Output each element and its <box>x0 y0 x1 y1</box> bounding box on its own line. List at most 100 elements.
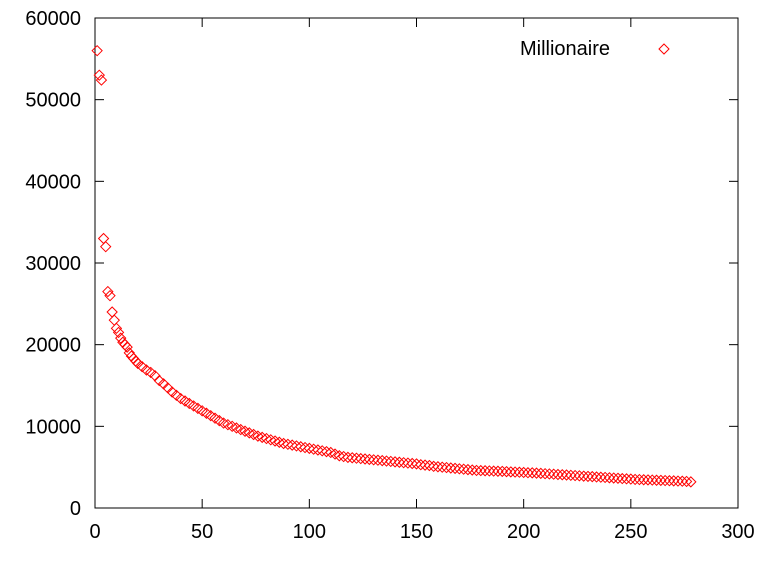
data-point <box>376 454 388 467</box>
data-point <box>663 475 676 487</box>
data-point <box>110 322 123 335</box>
data-point <box>565 469 577 482</box>
data-point <box>295 441 307 453</box>
data-point <box>569 469 581 482</box>
data-point <box>402 457 414 469</box>
data-point <box>445 462 457 474</box>
data-point <box>333 450 346 462</box>
data-point <box>423 459 436 472</box>
data-point <box>95 74 108 86</box>
data-point <box>108 314 120 326</box>
data-point <box>307 443 320 455</box>
data-point <box>226 420 238 433</box>
data-point <box>646 474 658 486</box>
data-point <box>350 452 363 464</box>
data-point <box>500 465 513 478</box>
data-point <box>612 472 624 484</box>
data-point <box>91 44 103 57</box>
data-point <box>312 444 324 456</box>
data-point <box>483 465 496 477</box>
data-point <box>685 476 697 488</box>
data-point <box>509 466 521 478</box>
data-point <box>659 474 671 487</box>
data-point <box>239 425 251 437</box>
data-point <box>637 474 650 486</box>
data-point <box>337 450 350 463</box>
data-point <box>479 465 491 477</box>
data-point <box>243 427 256 439</box>
legend-marker <box>658 43 670 55</box>
data-point <box>286 439 298 451</box>
data-point <box>389 456 401 468</box>
data-point <box>132 357 144 370</box>
data-point <box>316 445 328 457</box>
y-tick-label: 50000 <box>25 90 81 112</box>
data-point <box>676 475 688 487</box>
data-point <box>303 442 316 455</box>
data-point <box>329 448 341 460</box>
data-point <box>372 454 384 466</box>
y-tick-label: 40000 <box>25 171 81 193</box>
data-point <box>522 467 534 479</box>
x-tick-label: 150 <box>400 521 433 543</box>
data-point <box>427 460 440 473</box>
data-point <box>252 430 264 442</box>
data-point <box>230 422 243 434</box>
x-tick-label: 0 <box>89 521 100 543</box>
data-point <box>642 474 654 486</box>
data-point <box>325 446 337 459</box>
data-point <box>582 470 594 483</box>
data-point <box>104 289 116 302</box>
data-point <box>406 457 418 470</box>
data-point <box>436 461 448 473</box>
y-tick-label: 30000 <box>25 253 81 275</box>
data-point <box>655 474 667 487</box>
data-point <box>166 386 178 398</box>
data-point <box>577 470 590 482</box>
data-point <box>603 472 616 484</box>
data-point <box>517 466 530 479</box>
data-point <box>222 418 234 431</box>
data-point <box>590 471 603 483</box>
data-point <box>260 432 273 445</box>
data-point <box>265 434 277 446</box>
data-point <box>121 341 133 353</box>
data-point <box>367 454 380 466</box>
data-point <box>453 463 466 475</box>
x-tick-label: 250 <box>614 521 647 543</box>
y-tick-label: 60000 <box>25 8 81 30</box>
data-point <box>556 469 568 481</box>
data-point <box>299 441 311 454</box>
data-point <box>102 285 114 298</box>
data-point <box>457 463 470 475</box>
data-point <box>277 437 290 450</box>
y-tick-label: 20000 <box>25 335 81 357</box>
data-point <box>620 473 633 485</box>
data-point <box>136 361 148 373</box>
data-point <box>256 431 268 444</box>
data-point <box>432 461 444 473</box>
x-tick-label: 200 <box>507 521 540 543</box>
data-point <box>153 374 166 387</box>
y-tick-label: 0 <box>70 498 81 520</box>
plot-layer: 0 50 100 150 200 250 300 0 10000 20000 30000 40000 5… <box>25 8 754 543</box>
data-point <box>93 69 105 81</box>
data-point <box>616 472 628 485</box>
data-point <box>667 475 680 487</box>
data-point <box>552 468 564 481</box>
x-tick-label: 300 <box>721 521 754 543</box>
data-point <box>595 471 607 483</box>
data-point <box>320 445 333 458</box>
data-point <box>672 475 684 487</box>
data-point <box>419 459 431 471</box>
data-point <box>363 453 376 466</box>
data-point <box>680 475 693 488</box>
data-point <box>530 467 543 479</box>
data-point <box>462 463 474 476</box>
data-point <box>282 438 294 451</box>
data-point <box>633 473 646 486</box>
data-point <box>607 472 620 484</box>
data-point <box>526 467 538 479</box>
data-point <box>560 469 573 481</box>
data-point <box>247 428 260 441</box>
